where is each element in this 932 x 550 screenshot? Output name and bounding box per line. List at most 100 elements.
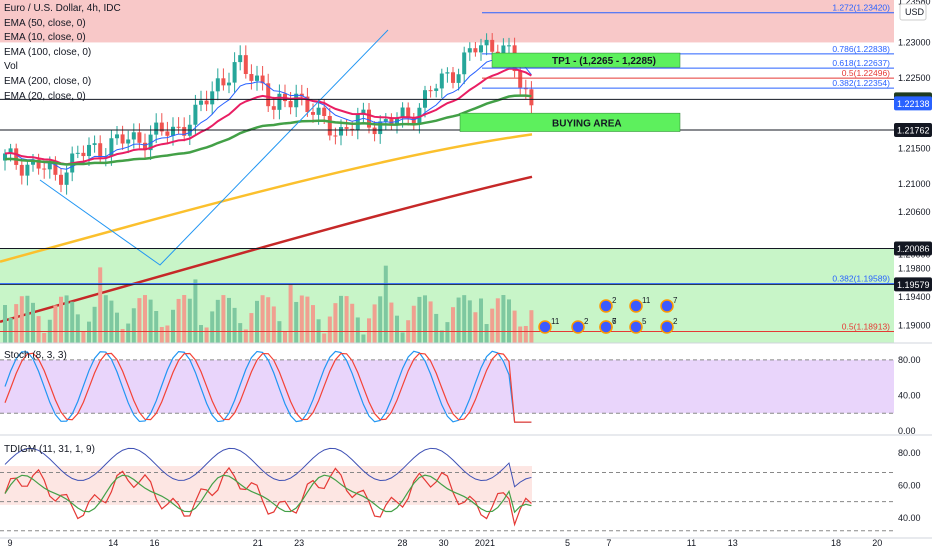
volume-bar <box>361 334 366 343</box>
event-icon <box>538 320 552 334</box>
tdigm-label: TDIGM (11, 31, 1, 9) <box>4 444 95 455</box>
volume-bar <box>355 317 360 343</box>
volume-bar <box>339 295 343 343</box>
volume-bar <box>434 313 439 343</box>
volume-bar <box>389 302 394 343</box>
x-axis-tick: 30 <box>439 538 449 548</box>
candle-body <box>367 109 371 128</box>
volume-bar <box>417 296 422 343</box>
price-badge-label: 1.20086 <box>897 244 930 254</box>
x-axis-tick: 23 <box>294 538 304 548</box>
volume-bar <box>327 316 332 343</box>
volume-bar <box>204 327 209 343</box>
event-icon <box>629 320 643 334</box>
volume-bar <box>98 267 103 343</box>
candle-body <box>221 78 226 86</box>
stoch-d-line <box>4 352 532 423</box>
volume-bar <box>103 295 108 343</box>
ema10-line <box>4 54 532 170</box>
event-icon <box>660 320 674 334</box>
event-count: 2 <box>584 317 589 326</box>
volume-bar <box>322 333 327 343</box>
event-icon <box>599 320 613 334</box>
price-badge <box>894 122 932 137</box>
annotation-label: TP1 - (1,2265 - 1,2285) <box>552 56 656 67</box>
stoch-axis-tick: 0.00 <box>898 426 916 436</box>
x-axis-tick: 21 <box>253 538 263 548</box>
candle-body <box>428 90 433 92</box>
volume-bar <box>350 303 355 343</box>
ema20-line <box>4 67 532 166</box>
candle-body <box>3 153 7 161</box>
volume-bar <box>187 298 192 343</box>
candle-body <box>479 45 483 53</box>
ema200-line <box>0 175 533 323</box>
candle-body <box>484 39 489 46</box>
volume-bar <box>523 325 528 343</box>
chart-legend: Euro / U.S. Dollar, 4h, IDC EMA (50, clo… <box>4 2 121 104</box>
volume-bar <box>227 297 231 343</box>
candle-body <box>445 72 450 74</box>
price-axis-tick: 1.23000 <box>898 37 931 47</box>
annotation-zone <box>491 52 681 68</box>
price-axis-tick: 1.20000 <box>898 250 931 260</box>
volume-bar <box>221 295 226 343</box>
candle-body <box>47 162 52 170</box>
tdigm-axis-tick: 40.00 <box>898 513 921 523</box>
legend-ema200: EMA (200, close, 0) <box>4 75 92 87</box>
tdigm-signal-line <box>4 474 532 514</box>
candle-body <box>350 128 355 130</box>
event-count: 7 <box>673 296 678 305</box>
event-icon <box>599 299 613 313</box>
volume-bar <box>484 324 489 343</box>
legend-ema50: EMA (50, close, 0) <box>4 17 86 29</box>
volume-bar <box>176 298 181 343</box>
price-badge <box>894 96 932 111</box>
candle-body <box>137 132 142 143</box>
candle-body <box>14 148 19 165</box>
volume-bar <box>439 330 444 343</box>
candle-body <box>305 96 310 113</box>
candle-body <box>266 83 271 107</box>
volume-bar <box>126 323 131 343</box>
candle-body <box>462 52 467 75</box>
legend-ema100: EMA (100, close, 0) <box>4 46 92 58</box>
candle-body <box>154 122 159 135</box>
candle-body <box>316 107 321 115</box>
volume-bar <box>467 300 472 343</box>
candle-body <box>434 88 439 91</box>
x-axis-tick: 20 <box>872 538 882 548</box>
candle-body <box>42 168 47 170</box>
candle-body <box>518 71 523 88</box>
candle-body <box>277 93 282 110</box>
stoch-band <box>0 359 894 414</box>
stoch-k-line <box>4 350 532 423</box>
price-axis-tick: 1.19800 <box>898 264 931 274</box>
candle-body <box>288 101 293 108</box>
volume-bar <box>14 304 19 343</box>
x-axis-tick: 2021 <box>475 538 495 548</box>
price-badge-label: 1.21762 <box>897 125 930 135</box>
volume-bar <box>512 310 517 343</box>
candle-body <box>255 75 259 81</box>
fib-level-label: 1.272(1.23420) <box>832 3 890 13</box>
volume-bar <box>159 326 164 343</box>
volume-bar <box>75 314 80 343</box>
candle-body <box>249 74 254 81</box>
volume-bar <box>81 330 86 343</box>
candle-body <box>467 48 472 53</box>
x-axis-tick: 16 <box>150 538 160 548</box>
x-axis-tick: 5 <box>565 538 570 548</box>
fib-level-label: 0.5(1.22496) <box>842 68 890 78</box>
volume-bar <box>42 332 47 343</box>
candle-body <box>378 121 383 135</box>
candle-body <box>19 164 24 176</box>
candle-body <box>98 143 103 158</box>
volume-bar <box>288 284 293 343</box>
volume-bar <box>266 297 271 343</box>
candle-body <box>294 93 299 108</box>
volume-bar <box>283 331 287 343</box>
candle-body <box>243 55 248 75</box>
volume-bar <box>333 303 338 343</box>
